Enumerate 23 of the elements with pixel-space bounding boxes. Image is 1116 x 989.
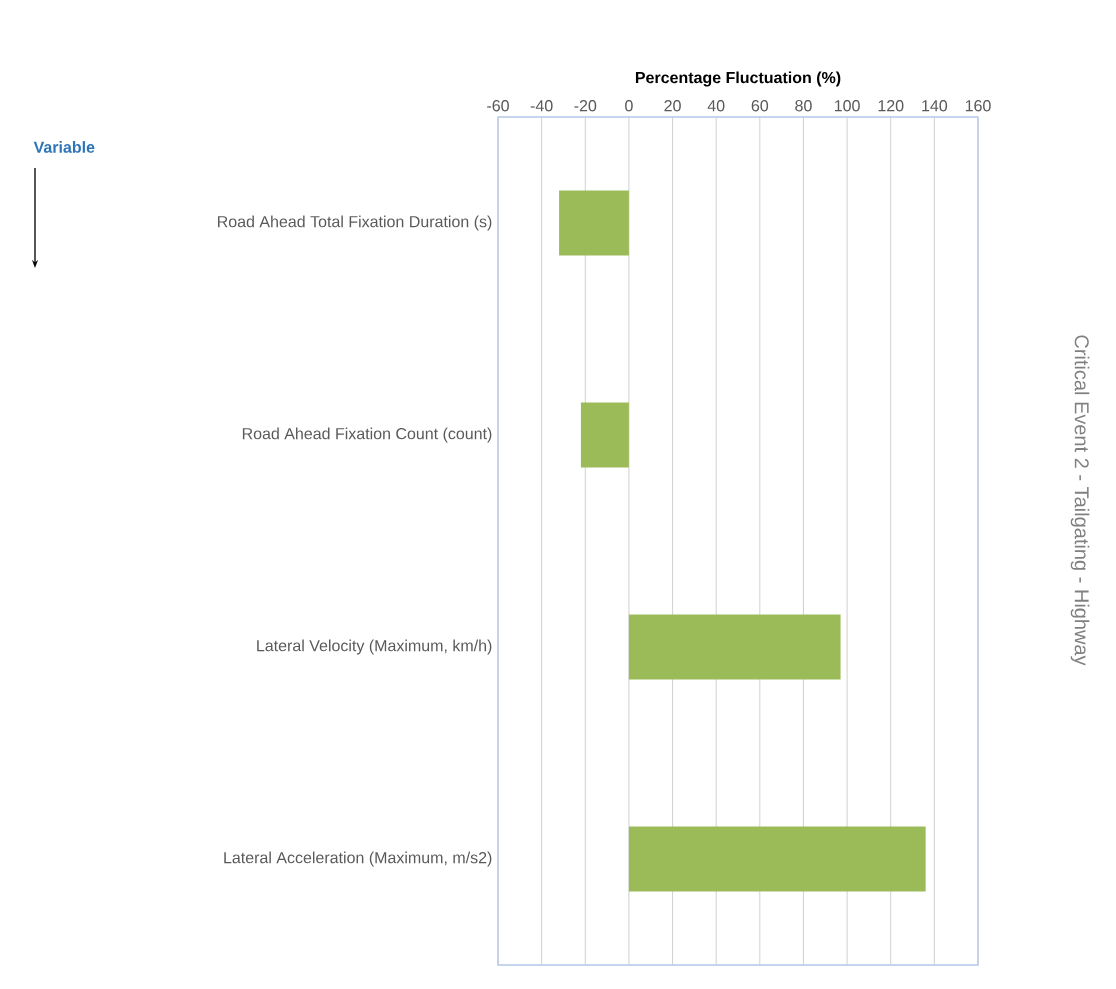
x-tick-label: -20 <box>574 100 597 112</box>
y-tick-label: Lateral Acceleration (Maximum, m/s2) <box>224 851 492 867</box>
x-tick-label: 160 <box>965 100 991 112</box>
x-axis-title: Percentage Fluctuation (%) <box>635 71 841 87</box>
bar <box>628 826 926 892</box>
bar <box>559 190 629 256</box>
y-tick-label: Road Ahead Total Fixation Duration (s) <box>218 215 492 231</box>
y2-axis-title: Critical Event 2 - Tailgating - Highway <box>1070 335 1090 666</box>
x-tick-label: 20 <box>664 100 681 112</box>
x-tick-label: -60 <box>487 100 509 112</box>
y-tick-label: Road Ahead Fixation Count (count) <box>242 427 492 443</box>
x-tick-label: 80 <box>795 100 812 112</box>
x-tick-label: 140 <box>922 100 948 112</box>
x-tick-label: 0 <box>625 100 633 112</box>
x-tick-label: 60 <box>751 100 769 112</box>
x-tick-label: 120 <box>878 100 904 112</box>
x-tick-label: 40 <box>707 100 725 112</box>
text: Variable <box>33 141 95 153</box>
y-tick-label: Lateral Velocity (Maximum, km/h) <box>257 639 492 655</box>
x-tick-label: 100 <box>834 100 860 112</box>
bar <box>628 614 841 680</box>
bar <box>580 402 629 468</box>
x-tick-label: -40 <box>530 100 553 112</box>
